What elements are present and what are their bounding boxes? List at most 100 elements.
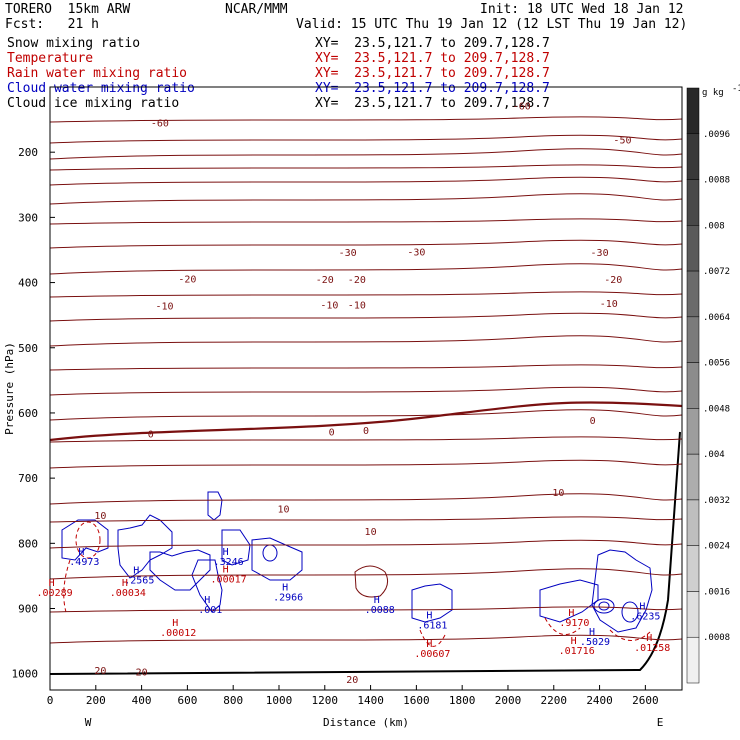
y-tick-label: 300 — [18, 211, 38, 224]
maximum-label: .3246 — [214, 557, 244, 568]
xy-cloud-water: XY= 23.5,121.7 to 209.7,128.7 — [315, 81, 550, 96]
plot-frame — [49, 86, 683, 691]
contour-label: -50 — [613, 135, 631, 146]
temperature-contour-line — [49, 409, 683, 421]
x-tick-label: 2200 — [541, 694, 568, 707]
zero-isotherm-line — [49, 401, 683, 442]
colorbar-label: .0096 — [703, 130, 730, 140]
colorbar-label: .0048 — [703, 404, 730, 414]
colorbar-segment — [686, 225, 700, 272]
maximum-label: .2565 — [124, 576, 154, 587]
contour-label: -10 — [320, 300, 338, 311]
temperature-contour-line — [49, 176, 683, 186]
contour-label: 10 — [94, 511, 106, 522]
rain-water-contour — [63, 559, 71, 613]
maximum-marker: H — [639, 602, 645, 613]
maximum-label: .00017 — [211, 574, 247, 585]
colorbar-segment — [686, 87, 700, 135]
colorbar-label: .0072 — [703, 267, 730, 277]
temperature-contour-line — [49, 218, 683, 225]
colorbar-label: .0008 — [703, 633, 730, 643]
temperature-contour-line — [49, 539, 683, 549]
temperature-contour-line — [49, 364, 683, 371]
east-label: E — [657, 716, 664, 729]
y-tick-label: 400 — [18, 277, 38, 290]
rain-water-contour — [75, 521, 101, 559]
contour-label: 0 — [590, 416, 596, 427]
x-tick-label: 600 — [177, 694, 197, 707]
y-tick-label: 200 — [18, 146, 38, 159]
contour-label: -60 — [513, 102, 531, 113]
maximum-marker: H — [223, 547, 229, 558]
maximum-marker: H — [426, 611, 432, 622]
west-label: W — [85, 716, 92, 729]
temperature-contour-line — [49, 291, 683, 298]
colorbar-segment — [686, 316, 700, 363]
colorbar-segment — [686, 545, 700, 592]
temperature-contour-line — [49, 164, 683, 171]
contour-label: 20 — [136, 667, 148, 678]
colorbar-label: .0016 — [703, 587, 730, 597]
maximum-marker: H — [589, 627, 595, 638]
temperature-contour-line — [49, 516, 683, 523]
contour-label: -30 — [339, 248, 357, 259]
colorbar-segment — [686, 453, 700, 501]
maximum-label: .00607 — [414, 649, 450, 660]
temperature-contour-line — [49, 634, 683, 644]
model-title: TORERO 15km ARW — [5, 2, 131, 17]
maximum-label: .5029 — [580, 637, 610, 648]
maximum-label: .6235 — [630, 612, 660, 623]
contour-label: -10 — [348, 300, 366, 311]
maximum-label: .01258 — [634, 643, 670, 654]
colorbar-segment — [686, 636, 700, 684]
contour-label: 0 — [148, 429, 154, 440]
temperature-contour-line — [49, 335, 683, 347]
colorbar-unit-exponent: -1 — [732, 84, 740, 94]
contour-labels: -60-60-50-30 -30 -30-20 -20 -20 -20-10 -10 -10-… — [94, 102, 631, 687]
axes: 0 200 400 600 800 1000 1200 1400 1600 1800 2000 220… — [3, 86, 683, 729]
forecast-hour: Fcst: 21 h — [5, 17, 99, 32]
colorbar-segment — [686, 499, 700, 546]
maximum-marker: H — [122, 578, 128, 589]
y-tick-label: 600 — [18, 407, 38, 420]
x-tick-label: 1600 — [403, 694, 430, 707]
temperature-contour-line — [49, 312, 683, 322]
maximum-marker: H — [646, 633, 652, 644]
temperature-contour-line — [49, 386, 683, 396]
colorbar-segment — [686, 362, 700, 409]
maximum-label: .01716 — [559, 646, 595, 657]
maximum-label: .001 — [198, 605, 222, 616]
maximum-marker: H — [568, 608, 574, 619]
contour-label: 10 — [365, 527, 377, 538]
legend-snow: Snow mixing ratio — [7, 36, 141, 51]
cloud-water-contour — [591, 549, 653, 633]
temperature-contour-line — [49, 493, 683, 505]
colorbar-segment — [686, 133, 700, 180]
temperature-contour-line — [49, 459, 683, 469]
x-tick-label: 1800 — [449, 694, 476, 707]
x-tick-label: 0 — [47, 694, 54, 707]
contour-label: 10 — [278, 504, 290, 515]
cloud-water-contour — [598, 601, 610, 611]
contour-label: -60 — [151, 119, 169, 130]
contour-label: -30 — [407, 248, 425, 259]
x-tick-label: 2600 — [632, 694, 659, 707]
colorbar-label: .0032 — [703, 496, 730, 506]
colorbar: .0096 .0088 .008 .0072 .0064 .0056 .0048 .004 .0… — [686, 84, 740, 684]
maximum-label: .2966 — [273, 593, 303, 604]
legend-rain: Rain water mixing ratio — [7, 66, 188, 81]
temperature-contour-line — [49, 193, 683, 205]
contour-label: 10 — [552, 488, 564, 499]
maximum-marker: H — [78, 547, 84, 558]
contour-label: 0 — [329, 428, 335, 439]
maximum-marker: H — [374, 595, 380, 606]
y-tick-label: 900 — [18, 603, 38, 616]
legend-cloud-water: Cloud water mixing ratio — [7, 81, 195, 96]
maximum-marker: H — [223, 564, 229, 575]
x-tick-label: 800 — [223, 694, 243, 707]
cloud-water-contour — [354, 565, 389, 598]
maximum-label: .4973 — [69, 557, 99, 568]
contour-label: 20 — [94, 666, 106, 677]
contour-label: -10 — [155, 302, 173, 313]
